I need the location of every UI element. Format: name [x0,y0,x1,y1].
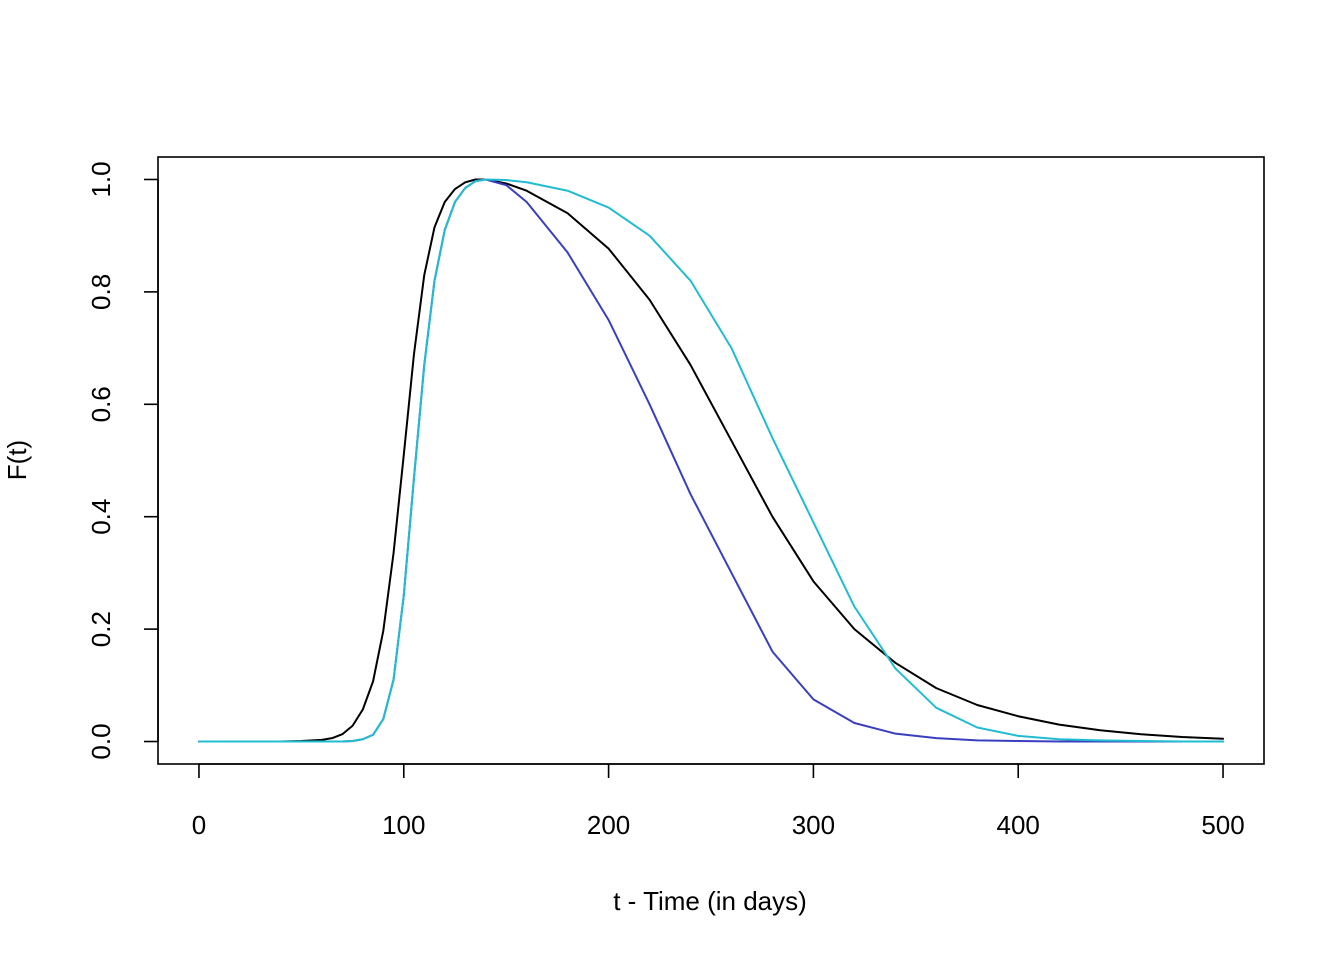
series-line-3 [197,178,1225,743]
series-layer [197,178,1225,743]
y-axis-label: F(t) [2,440,32,480]
y-tick-label: 0.6 [86,386,116,422]
y-tick-label: 0.4 [86,499,116,535]
series-line-2 [197,178,1225,743]
x-axis-label: t - Time (in days) [613,886,807,916]
series-line-1 [197,178,1225,743]
plot-frame [157,156,1265,765]
x-tick-label: 0 [192,810,206,840]
y-tick-label: 0.8 [86,274,116,310]
y-axis: 0.0 0.2 0.4 0.6 0.8 1.0 [86,161,159,760]
x-tick-label: 300 [792,810,835,840]
y-tick-label: 0.0 [86,723,116,759]
y-tick-label: 0.2 [86,611,116,647]
x-tick-label: 500 [1201,810,1244,840]
y-tick-label: 1.0 [86,161,116,197]
x-axis: 0 100 200 300 400 500 [192,763,1245,840]
x-tick-label: 200 [587,810,630,840]
x-tick-label: 400 [997,810,1040,840]
x-tick-label: 100 [382,810,425,840]
